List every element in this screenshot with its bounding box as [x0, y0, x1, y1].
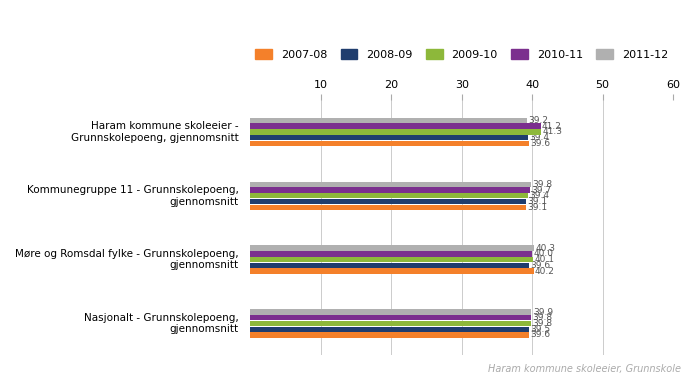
Text: 40.2: 40.2	[535, 266, 555, 276]
Text: 39.4: 39.4	[530, 191, 549, 200]
Bar	[250, 181, 531, 187]
Bar	[250, 129, 541, 135]
Text: 39.6: 39.6	[531, 139, 551, 148]
Text: 39.6: 39.6	[531, 330, 551, 339]
Text: 41.3: 41.3	[543, 127, 563, 136]
Text: 39.1: 39.1	[528, 203, 548, 212]
Bar	[250, 135, 528, 140]
Text: 39.8: 39.8	[532, 319, 553, 328]
Bar	[250, 204, 526, 210]
Bar	[250, 251, 532, 257]
Legend: 2007-08, 2008-09, 2009-10, 2010-11, 2011-12: 2007-08, 2008-09, 2009-10, 2010-11, 2011…	[256, 49, 668, 60]
Text: Haram kommune skoleeier, Grunnskole: Haram kommune skoleeier, Grunnskole	[488, 364, 681, 374]
Bar	[250, 309, 532, 315]
Text: 39.9: 39.9	[533, 308, 553, 316]
Text: 39.5: 39.5	[530, 325, 550, 334]
Text: 40.1: 40.1	[534, 255, 554, 264]
Text: 39.8: 39.8	[532, 313, 553, 322]
Text: 40.0: 40.0	[534, 249, 553, 259]
Bar	[250, 263, 530, 268]
Bar	[250, 332, 530, 338]
Text: 39.1: 39.1	[528, 197, 548, 206]
Text: 41.2: 41.2	[542, 122, 562, 131]
Text: 39.7: 39.7	[532, 186, 552, 195]
Bar	[250, 187, 530, 193]
Bar	[250, 327, 529, 332]
Bar	[250, 257, 533, 262]
Text: 39.2: 39.2	[528, 116, 548, 125]
Text: 39.8: 39.8	[532, 180, 553, 189]
Bar	[250, 315, 531, 321]
Text: 39.4: 39.4	[530, 133, 549, 142]
Bar	[250, 193, 528, 198]
Bar	[250, 245, 534, 251]
Text: 40.3: 40.3	[536, 244, 556, 253]
Text: 39.6: 39.6	[531, 261, 551, 270]
Bar	[250, 199, 526, 204]
Bar	[250, 268, 534, 274]
Bar	[250, 321, 531, 326]
Bar	[250, 141, 530, 146]
Bar	[250, 123, 541, 129]
Bar	[250, 118, 527, 123]
